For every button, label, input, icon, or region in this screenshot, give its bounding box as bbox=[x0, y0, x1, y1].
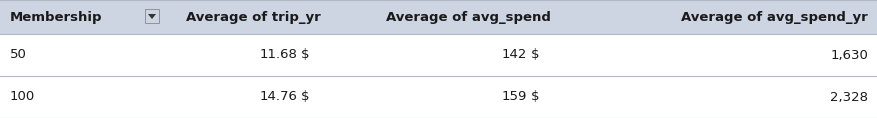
Text: Membership: Membership bbox=[10, 11, 103, 23]
Bar bbox=[0, 34, 877, 76]
Text: 14.76: 14.76 bbox=[259, 91, 296, 103]
Polygon shape bbox=[148, 14, 156, 19]
Bar bbox=[0, 76, 877, 118]
Bar bbox=[145, 9, 159, 23]
Text: 1,630: 1,630 bbox=[829, 48, 867, 61]
Text: Average of trip_yr: Average of trip_yr bbox=[186, 11, 321, 23]
Text: 100: 100 bbox=[10, 91, 35, 103]
Text: Average of avg_spend_yr: Average of avg_spend_yr bbox=[681, 11, 867, 23]
Text: 11.68: 11.68 bbox=[259, 48, 296, 61]
Text: 2,328: 2,328 bbox=[829, 91, 867, 103]
Text: 142: 142 bbox=[501, 48, 526, 61]
Text: $: $ bbox=[531, 91, 538, 103]
Text: 50: 50 bbox=[10, 48, 27, 61]
Text: Average of avg_spend: Average of avg_spend bbox=[386, 11, 551, 23]
Text: $: $ bbox=[301, 91, 310, 103]
Bar bbox=[0, 0, 877, 34]
Text: $: $ bbox=[301, 48, 310, 61]
Text: $: $ bbox=[531, 48, 538, 61]
Text: 159: 159 bbox=[501, 91, 526, 103]
